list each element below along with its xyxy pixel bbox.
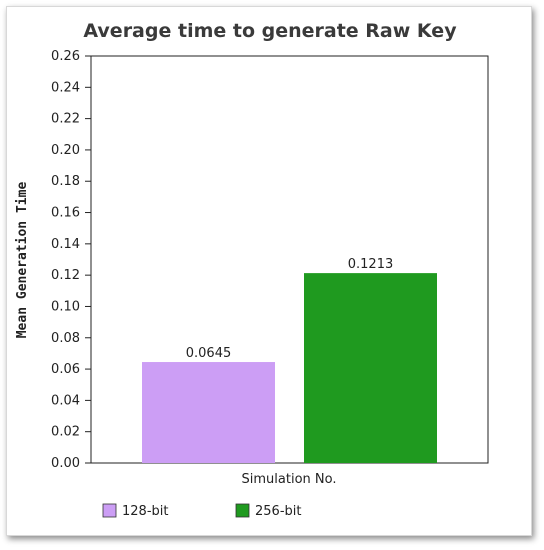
y-tick-label: 0.04 (51, 393, 80, 408)
data-label: 0.0645 (186, 346, 232, 361)
bars: 0.0645 0.1213 (142, 257, 437, 463)
y-tick-label: 0.06 (51, 362, 80, 377)
y-tick-label: 0.02 (51, 425, 80, 440)
legend-label: 256-bit (255, 504, 301, 519)
chart-title: Average time to generate Raw Key (83, 20, 457, 42)
bar-256-bit (304, 273, 437, 463)
y-tick-label: 0.16 (51, 206, 80, 221)
y-tick-label: 0.26 (51, 49, 80, 64)
y-tick-label: 0.24 (51, 80, 80, 95)
legend-label: 128-bit (122, 504, 168, 519)
y-tick-label: 0.18 (51, 174, 80, 189)
y-axis-ticks: 0.00 0.02 0.04 0.06 0.08 0.10 0.12 0.14 0.16 0.18… (51, 49, 91, 471)
bar-128-bit (142, 362, 275, 463)
legend-swatch (235, 503, 250, 518)
y-tick-label: 0.12 (51, 268, 80, 283)
y-tick-label: 0.22 (51, 112, 80, 127)
legend-swatch (102, 503, 117, 518)
plot-area (90, 55, 489, 464)
data-label: 0.1213 (348, 257, 394, 272)
y-axis-label: Mean Generation Time (15, 182, 30, 339)
y-tick-label: 0.20 (51, 143, 80, 158)
y-tick-label: 0.08 (51, 331, 80, 346)
y-tick-label: 0.14 (51, 237, 80, 252)
legend: 128-bit 256-bit (102, 503, 301, 519)
y-tick-label: 0.00 (51, 456, 80, 471)
x-axis-label: Simulation No. (242, 472, 337, 487)
y-tick-label: 0.10 (51, 299, 80, 314)
